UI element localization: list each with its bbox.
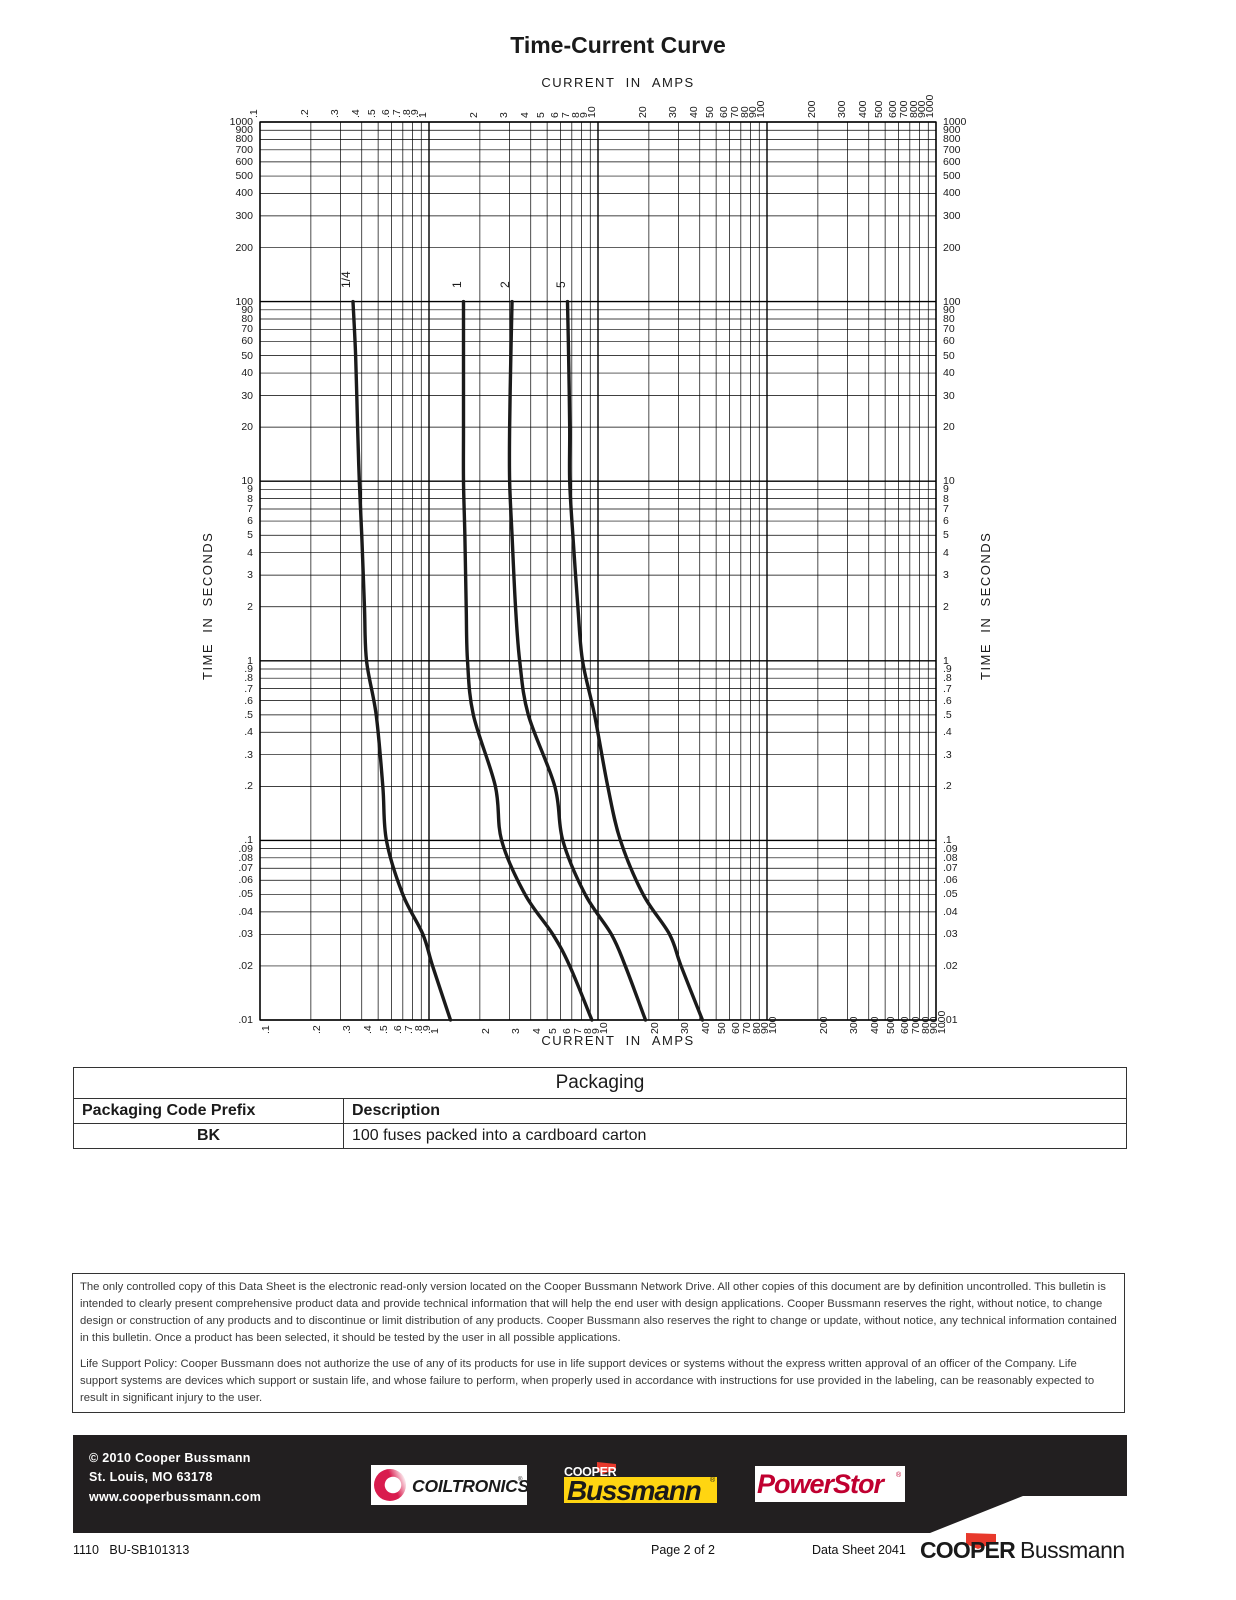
svg-text:PowerStor: PowerStor [757,1469,886,1499]
svg-text:Bussmann: Bussmann [567,1475,701,1503]
svg-text:®: ® [896,1471,902,1479]
svg-text:Bussmann: Bussmann [1020,1537,1125,1563]
svg-text:®: ® [518,1476,523,1483]
svg-text:COILTRONICS: COILTRONICS [412,1476,527,1496]
svg-text:®: ® [710,1476,716,1484]
svg-text:COOPER: COOPER [920,1537,1016,1563]
